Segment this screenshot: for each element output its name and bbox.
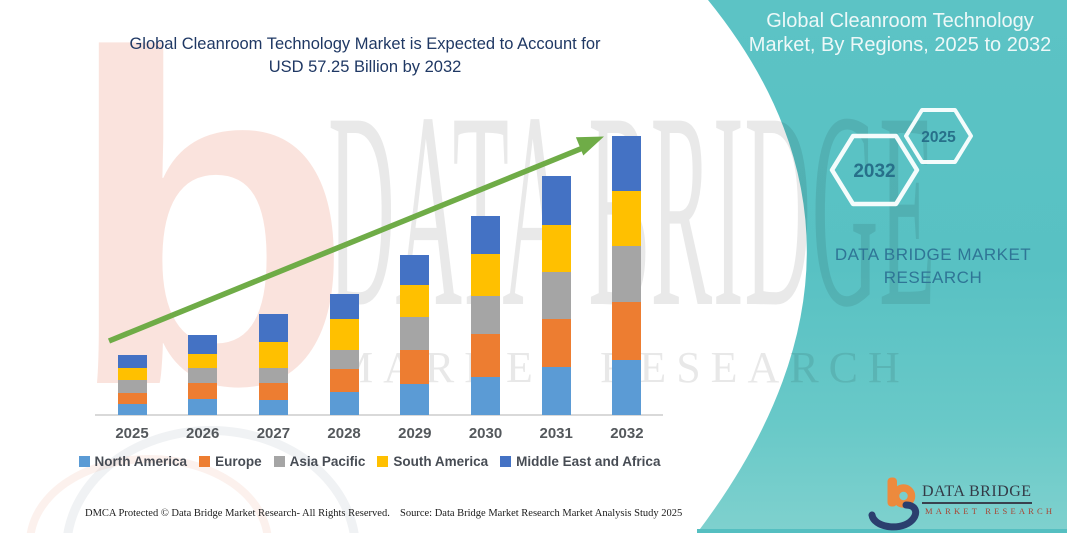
bar-segment-2030-north-america bbox=[471, 377, 500, 415]
x-axis-label-2025: 2025 bbox=[115, 425, 149, 442]
bar-segment-2027-north-america bbox=[258, 400, 288, 415]
bar-segment-2027-asia-pacific bbox=[258, 368, 288, 383]
bar-segment-2029-south-america bbox=[400, 285, 430, 317]
x-axis-label-2029: 2029 bbox=[398, 425, 432, 442]
bar-segment-2026-south-america bbox=[188, 354, 218, 368]
bar-segment-2025-north-america bbox=[117, 404, 147, 415]
footer-dmca-text: DMCA Protected © Data Bridge Market Rese… bbox=[85, 508, 390, 519]
bar-segment-2028-north-america bbox=[329, 392, 359, 415]
bar-segment-2028-south-america bbox=[329, 319, 359, 350]
legend-label: South America bbox=[393, 454, 489, 469]
x-axis-label-2032: 2032 bbox=[610, 425, 644, 442]
bar-segment-2027-europe bbox=[258, 383, 288, 400]
bar-segment-2026-middle-east-and-africa bbox=[188, 335, 218, 354]
bar-2029 bbox=[400, 255, 430, 415]
bar-2027 bbox=[258, 314, 288, 415]
brand-logo-name: DATA BRIDGE bbox=[922, 483, 1032, 500]
bar-segment-2032-north-america bbox=[612, 360, 642, 415]
bar-segment-2025-asia-pacific bbox=[117, 380, 147, 393]
bar-segment-2026-asia-pacific bbox=[188, 368, 218, 383]
bar-segment-2029-asia-pacific bbox=[400, 317, 430, 350]
bar-segment-2031-asia-pacific bbox=[541, 272, 571, 319]
bar-segment-2028-europe bbox=[329, 369, 359, 392]
bar-segment-2027-south-america bbox=[258, 342, 288, 368]
bar-segment-2032-middle-east-and-africa bbox=[612, 136, 642, 191]
x-axis-label-2028: 2028 bbox=[327, 425, 361, 442]
legend-item-middle-east-and-africa: Middle East and Africa bbox=[500, 454, 660, 469]
side-panel-brand-text: DATA BRIDGE MARKET RESEARCH bbox=[833, 243, 1033, 289]
bar-2031 bbox=[541, 176, 571, 415]
bar-segment-2032-europe bbox=[612, 302, 642, 360]
bar-segment-2031-north-america bbox=[541, 367, 571, 415]
legend-swatch-icon bbox=[199, 456, 211, 467]
side-panel-brand-line1: DATA BRIDGE MARKET bbox=[834, 245, 1032, 264]
footer-source-text: Source: Data Bridge Market Research Mark… bbox=[400, 508, 683, 519]
bar-segment-2025-middle-east-and-africa bbox=[117, 355, 147, 368]
bar-2026 bbox=[188, 335, 218, 415]
bar-2028 bbox=[329, 294, 359, 415]
x-axis-label-2027: 2027 bbox=[256, 425, 291, 442]
legend-swatch-icon bbox=[500, 456, 512, 467]
side-panel-title-line2: Market, By Regions, 2025 to 2032 bbox=[748, 33, 1052, 56]
bar-segment-2029-north-america bbox=[400, 384, 430, 415]
bar-segment-2029-middle-east-and-africa bbox=[400, 255, 430, 285]
bar-segment-2028-middle-east-and-africa bbox=[329, 294, 359, 319]
chart-title-line1: Global Cleanroom Technology Market is Ex… bbox=[129, 35, 601, 53]
bar-segment-2030-asia-pacific bbox=[471, 296, 500, 334]
bar-segment-2026-europe bbox=[188, 383, 218, 399]
legend-label: North America bbox=[94, 454, 188, 469]
bar-segment-2025-south-america bbox=[117, 368, 147, 380]
brand-logo-underline bbox=[922, 502, 1032, 504]
legend-item-south-america: South America bbox=[377, 454, 488, 469]
legend-swatch-icon bbox=[377, 456, 389, 467]
legend-swatch-icon bbox=[273, 456, 285, 467]
bar-segment-2031-middle-east-and-africa bbox=[541, 176, 571, 225]
bar-segment-2031-europe bbox=[541, 319, 571, 367]
side-panel-title-line1: Global Cleanroom Technology bbox=[766, 10, 1034, 32]
bar-segment-2031-south-america bbox=[541, 225, 571, 272]
side-panel-title: Global Cleanroom Technology Market, By R… bbox=[738, 10, 1062, 57]
legend-item-europe: Europe bbox=[199, 454, 262, 469]
chart-legend: North America Europe Asia Pacific South Ame… bbox=[72, 454, 667, 469]
bar-2032 bbox=[612, 136, 642, 415]
bar-segment-2030-south-america bbox=[471, 254, 500, 296]
bar-2025 bbox=[117, 355, 147, 415]
side-panel-brand-line2: RESEARCH bbox=[883, 268, 983, 287]
bar-segment-2030-middle-east-and-africa bbox=[471, 216, 500, 254]
legend-item-asia-pacific: Asia Pacific bbox=[273, 454, 366, 469]
x-axis-label-2026: 2026 bbox=[186, 425, 220, 442]
bar-2030 bbox=[471, 216, 500, 415]
x-axis-label-2031: 2031 bbox=[539, 425, 573, 442]
legend-label: Middle East and Africa bbox=[516, 454, 661, 469]
legend-item-north-america: North America bbox=[78, 454, 188, 469]
legend-label: Europe bbox=[215, 454, 262, 469]
bar-segment-2032-asia-pacific bbox=[612, 246, 642, 302]
bar-segment-2027-middle-east-and-africa bbox=[258, 314, 288, 342]
side-panel-shape bbox=[697, 0, 1067, 533]
bar-segment-2029-europe bbox=[400, 350, 430, 384]
bar-segment-2026-north-america bbox=[188, 399, 218, 415]
bottom-accent-strip bbox=[697, 529, 1067, 533]
bar-segment-2030-europe bbox=[471, 334, 500, 377]
bar-segment-2025-europe bbox=[117, 393, 147, 404]
chart-title: Global Cleanroom Technology Market is Ex… bbox=[40, 33, 690, 79]
legend-label: Asia Pacific bbox=[289, 454, 366, 469]
x-axis-line bbox=[95, 414, 663, 416]
x-axis-label-2030: 2030 bbox=[468, 425, 503, 442]
legend-swatch-icon bbox=[78, 456, 90, 467]
bar-segment-2032-south-america bbox=[612, 191, 642, 246]
bar-segment-2028-asia-pacific bbox=[329, 350, 359, 369]
brand-logo-tagline: MARKET RESEARCH bbox=[925, 506, 1056, 516]
chart-title-line2: USD 57.25 Billion by 2032 bbox=[268, 58, 462, 76]
